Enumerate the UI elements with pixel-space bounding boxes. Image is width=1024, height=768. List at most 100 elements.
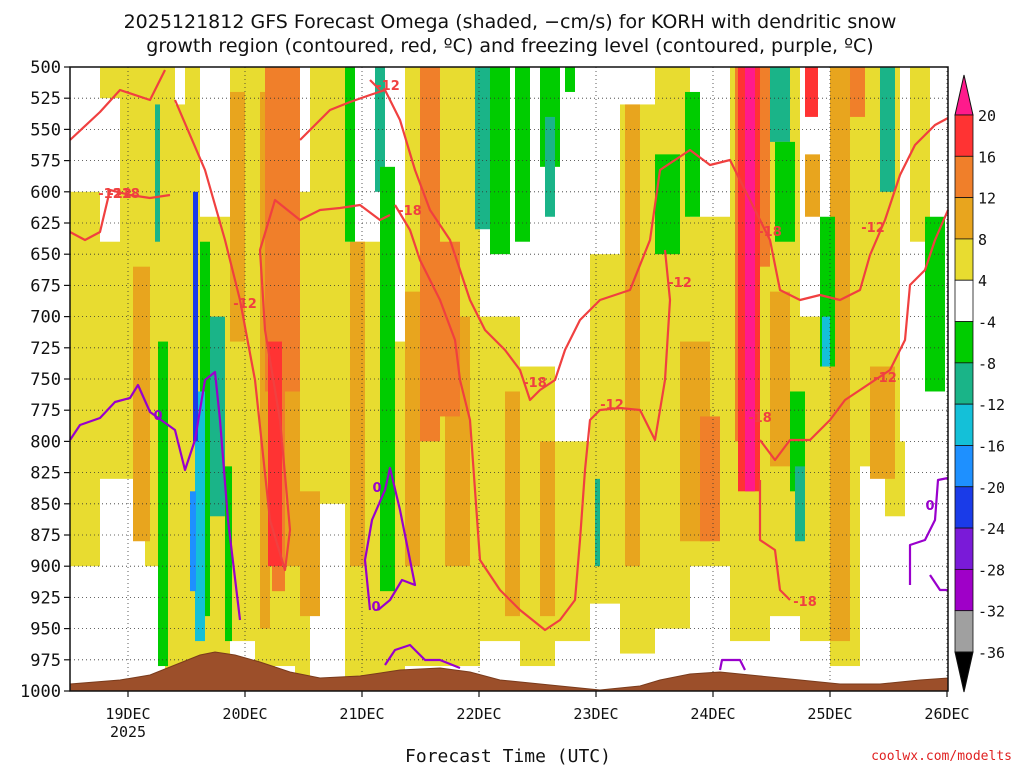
y-tick-label: 950 [30,620,61,640]
y-tick-label: 650 [30,245,61,265]
dendritic-contour [69,188,171,242]
colorbar-legend: 20 16 12 8 4 -4 -8 -12 -16 -20 -24 -28 -32 -36 [954,74,1005,693]
freezing-level-contour [718,658,746,671]
y-tick-label: 700 [30,308,61,328]
contour-label-red: -18 [793,595,817,610]
colorbar-label: -20 [978,479,1005,497]
colorbar-label: -8 [978,355,996,373]
omega-cell [515,67,530,242]
contour-label-red: -12 [873,371,897,386]
omega-cell [310,67,345,504]
dendritic-contour [69,69,166,141]
omega-cell [345,67,355,242]
x-axis-label: Forecast Time (UTC) [405,746,611,767]
contour-label-red: -12 [233,297,257,312]
omega-cell [770,67,790,142]
colorbar-segment [954,114,974,157]
colorbar-segment [954,362,974,405]
colorbar-segment [954,445,974,488]
contour-label-red: -18 [748,411,772,426]
contour-label-red: -18 [523,376,547,391]
colorbar-bottom-arrow [954,651,974,693]
y-tick-label: 625 [30,214,61,234]
dendritic-contour [369,79,381,91]
colorbar-segment [954,321,974,364]
colorbar-label: 4 [978,272,987,290]
y-tick-label: 850 [30,495,61,515]
colorbar-segment [954,527,974,570]
omega-cell [505,391,520,617]
omega-cell [830,67,850,642]
contour-label-red: -12 [861,221,885,236]
freezing-level-contour [908,476,949,585]
omega-cell [565,67,575,92]
omega-cell [745,67,755,492]
colorbar-label: -36 [978,644,1005,662]
omega-cell [795,466,805,542]
colorbar-label: -24 [978,520,1005,538]
y-tick-label: 500 [30,58,61,78]
omega-cell [225,466,232,642]
colorbar-segment [954,155,974,199]
omega-cell [655,154,680,255]
omega-cell [210,316,225,517]
y-axis: 500 525 550 575 600 625 650 675 700 725 750 775 800 8… [20,58,70,702]
colorbar-label: -32 [978,603,1005,621]
contour-label-purple: 0 [925,499,934,514]
omega-cell [775,141,795,242]
omega-cell [380,166,395,592]
credit-text: coolwx.com/modelts [871,749,1012,764]
omega-cell [760,67,770,267]
omega-cell [133,266,150,542]
contour-label-purple: 0 [153,409,162,424]
contour-label-red: -12 [108,187,132,202]
y-tick-label: 1000 [20,682,61,702]
omega-cell [805,154,820,217]
y-tick-label: 750 [30,370,61,390]
colorbar-segment [954,568,974,612]
freezing-level-contour [929,574,948,592]
omega-cell [685,91,700,217]
dendritic-contour [759,209,950,462]
colorbar-top-arrow [954,74,974,116]
y-tick-label: 975 [30,651,61,671]
y-tick-label: 800 [30,432,61,452]
y-tick-label: 900 [30,557,61,577]
colorbar-segment [954,197,974,240]
dendritic-contour [394,204,672,632]
omega-cell [190,491,196,592]
contour-label-purple: 0 [371,600,380,615]
x-tick-label: 20DEC [222,705,267,723]
omega-cell [350,241,365,567]
omega-cell [870,366,895,479]
colorbar-label: -16 [978,437,1005,455]
x-year-label: 2025 [110,723,146,741]
contour-label-red: -18 [116,187,140,202]
colorbar-label: -12 [978,396,1005,414]
y-tick-label: 925 [30,588,61,608]
chart-title-line1: 2025121812 GFS Forecast Omega (shaded, −… [124,11,897,33]
y-tick-label: 875 [30,526,61,546]
colorbar-label: 16 [978,148,996,166]
colorbar-label: 8 [978,231,987,249]
contour-label-red: -18 [398,204,422,219]
contour-label-red: -12 [600,398,624,413]
omega-cell [545,116,555,217]
omega-cell [193,191,198,442]
colorbar-segment [954,279,974,322]
x-tick-label: 19DEC [105,705,150,723]
omega-cell [155,104,160,242]
y-tick-label: 825 [30,464,61,484]
omega-cell [490,67,510,255]
colorbar-label: -4 [978,314,996,332]
dendritic-contour [758,480,791,601]
omega-cell [770,291,790,467]
colorbar-label: -28 [978,561,1005,579]
omega-cell [405,291,420,567]
contour-label-red: -12 [668,276,692,291]
y-tick-label: 775 [30,401,61,421]
x-tick-label: 24DEC [690,705,735,723]
freezing-level-contour [69,370,242,621]
colorbar-label: 12 [978,190,996,208]
omega-cell [700,416,720,542]
